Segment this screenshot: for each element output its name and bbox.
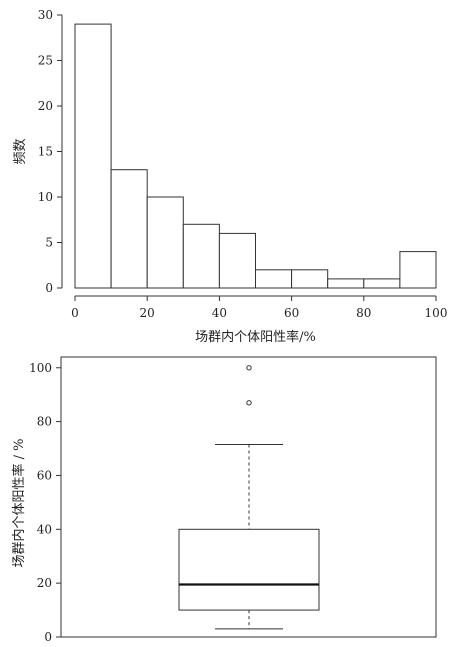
histogram-y-tick-label: 15 [38, 145, 53, 159]
histogram-y-tick-label: 0 [45, 281, 53, 295]
histogram-bar [74, 23, 112, 289]
boxplot-y-tick-label: 60 [37, 468, 52, 482]
histogram-x-tick-label: 60 [284, 306, 299, 320]
boxplot: 0 20 40 60 80 100 场群内个体阳性率 / % [11, 356, 437, 644]
histogram-bar [182, 223, 220, 289]
histogram-bar [327, 278, 365, 289]
boxplot-y-tick-label: 40 [37, 522, 52, 536]
histogram-y-tick-label: 20 [38, 99, 53, 113]
histogram-bar [363, 278, 401, 289]
boxplot-y-tick-label: 0 [44, 630, 52, 644]
histogram-y-tick-label: 5 [45, 236, 53, 250]
histogram-y-tick-label: 30 [38, 8, 53, 22]
boxplot-outlier-point [246, 400, 252, 406]
histogram-x-tick-label: 20 [140, 306, 155, 320]
histogram-x-axis-title: 场群内个体阳性率/% [195, 329, 316, 345]
boxplot-y-tick-label: 20 [37, 576, 52, 590]
boxplot-outlier-point [246, 365, 252, 371]
histogram-bar [255, 269, 293, 289]
histogram-bar [110, 169, 148, 289]
histogram-y-tick-label: 25 [38, 54, 53, 68]
histogram-y-axis-title: 频数 [13, 138, 28, 164]
boxplot-y-axis-title: 场群内个体阳性率 / % [11, 439, 27, 568]
histogram-x-tick-label: 80 [356, 306, 371, 320]
histogram-bar [399, 251, 437, 289]
histogram-bar [146, 196, 184, 289]
boxplot-box [178, 528, 320, 611]
boxplot-y-tick-label: 100 [29, 361, 52, 375]
histogram-bar [291, 269, 329, 289]
histogram-bar [218, 232, 256, 289]
histogram-x-tick-label: 100 [425, 306, 448, 320]
histogram-x-tick-label: 0 [71, 306, 79, 320]
histogram-y-tick-label: 10 [38, 190, 53, 204]
histogram-x-tick-label: 40 [212, 306, 227, 320]
boxplot-frame [60, 356, 437, 638]
boxplot-y-tick-label: 80 [37, 415, 52, 429]
histogram: 0 5 10 15 20 25 30 0 20 40 60 80 100 场群内个体阳性率/% 频数 [13, 8, 447, 345]
